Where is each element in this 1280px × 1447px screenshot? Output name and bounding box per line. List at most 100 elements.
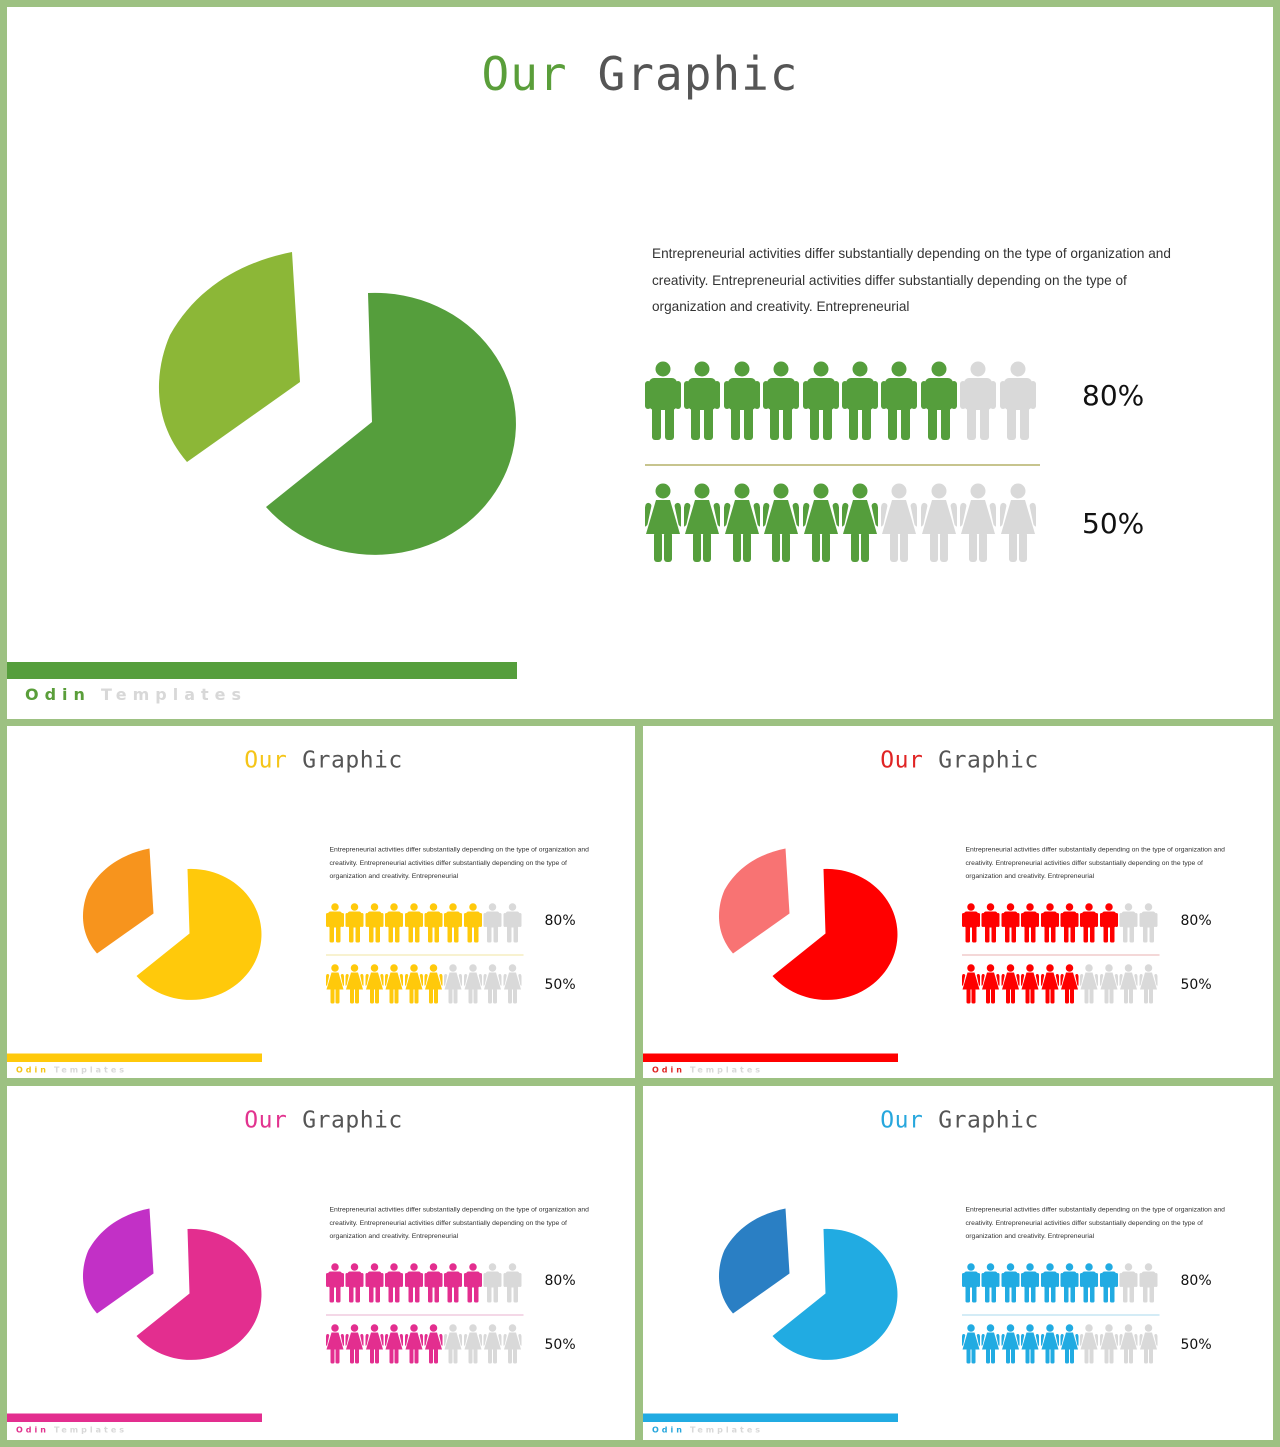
woman-icon-filled <box>422 964 445 1004</box>
pie-chart <box>718 1208 898 1360</box>
man-icon-filled <box>326 903 344 943</box>
brand-primary: Odin <box>25 685 91 704</box>
man-icon-empty <box>999 361 1036 441</box>
woman-icon-filled <box>838 483 882 563</box>
row-divider <box>962 1314 1160 1316</box>
title-rest-word: Graphic <box>302 746 403 773</box>
women-percent-label: 50% <box>544 976 576 993</box>
woman-icon-filled <box>1039 964 1061 1004</box>
description-paragraph: Entrepreneurial activities differ substa… <box>965 845 1225 880</box>
woman-icon-empty <box>501 1324 523 1364</box>
pie-slice-small <box>82 1208 154 1314</box>
man-icon-empty <box>483 1263 502 1303</box>
men-percent-label: 80% <box>544 1272 576 1289</box>
man-icon-filled <box>802 361 839 441</box>
woman-icon-filled <box>344 964 366 1004</box>
woman-icon-empty <box>442 964 464 1004</box>
woman-icon-empty <box>501 964 523 1004</box>
woman-icon-filled <box>799 483 842 563</box>
pie-chart <box>82 848 262 1000</box>
title-rest-word: Graphic <box>597 47 799 101</box>
title-rest-word: Graphic <box>938 746 1039 773</box>
brand-secondary: Templates <box>689 1425 764 1435</box>
man-icon-filled <box>1080 1263 1099 1303</box>
woman-icon-filled <box>422 1324 445 1364</box>
man-icon-filled <box>1060 903 1079 943</box>
woman-icon-filled <box>641 483 685 563</box>
woman-icon-empty <box>917 483 961 563</box>
man-icon-filled <box>842 361 878 441</box>
slide-title: Our Graphic <box>7 746 635 773</box>
footer-accent-bar <box>7 662 517 679</box>
pie-slice-large <box>136 1228 262 1360</box>
woman-icon-filled <box>1039 1324 1061 1364</box>
title-accent-word: Our <box>880 746 924 773</box>
woman-icon-filled <box>960 1324 982 1364</box>
slide-title: Our Graphic <box>643 746 1273 773</box>
man-icon-filled <box>365 903 384 943</box>
woman-icon-empty <box>878 483 921 563</box>
woman-icon-empty <box>996 483 1039 563</box>
woman-icon-empty <box>481 964 504 1004</box>
slide-title: Our Graphic <box>7 1106 635 1133</box>
woman-icon-filled <box>383 964 405 1004</box>
slide-pink: Our Graphic Entrepreneurial activities di… <box>7 1086 635 1440</box>
man-icon-filled <box>962 1263 980 1303</box>
woman-icon-empty <box>1117 1324 1140 1364</box>
brand-logo: Odin Templates <box>16 1425 127 1435</box>
man-icon-empty <box>1139 1263 1158 1303</box>
woman-icon-filled <box>1058 1324 1081 1364</box>
woman-icon-filled <box>1019 964 1041 1004</box>
description-paragraph: Entrepreneurial activities differ substa… <box>652 246 1171 314</box>
title-rest-word: Graphic <box>938 1106 1039 1133</box>
man-icon-filled <box>763 361 800 441</box>
description-paragraph: Entrepreneurial activities differ substa… <box>329 1205 589 1240</box>
man-icon-empty <box>1139 903 1158 943</box>
woman-icon-filled <box>383 1324 405 1364</box>
man-icon-filled <box>424 1263 443 1303</box>
brand-secondary: Templates <box>100 685 248 704</box>
footer-accent-bar <box>643 1053 898 1062</box>
woman-icon-filled <box>999 1324 1022 1364</box>
woman-icon-filled <box>1058 964 1081 1004</box>
footer-accent-bar <box>7 1413 262 1422</box>
pie-slice-large <box>266 292 516 555</box>
man-icon-filled <box>1060 1263 1079 1303</box>
women-percent-label: 50% <box>1082 507 1145 540</box>
woman-icon-filled <box>960 964 982 1004</box>
man-icon-filled <box>1021 903 1040 943</box>
brand-secondary: Templates <box>53 1425 128 1435</box>
woman-icon-filled <box>403 1324 425 1364</box>
pie-slice-small <box>158 252 300 462</box>
woman-icon-filled <box>999 964 1022 1004</box>
woman-icon-filled <box>1019 1324 1041 1364</box>
men-percent-label: 80% <box>1180 1272 1212 1289</box>
brand-logo: Odin Templates <box>16 1065 127 1075</box>
man-icon-empty <box>503 1263 522 1303</box>
woman-icon-filled <box>344 1324 366 1364</box>
man-icon-empty <box>1119 1263 1138 1303</box>
woman-icon-empty <box>1098 1324 1120 1364</box>
man-icon-filled <box>1040 1263 1059 1303</box>
woman-icon-filled <box>324 964 346 1004</box>
title-accent-word: Our <box>880 1106 924 1133</box>
man-icon-filled <box>1001 1263 1020 1303</box>
man-icon-filled <box>326 1263 344 1303</box>
woman-icon-empty <box>1078 1324 1100 1364</box>
brand-logo: Odin Templates <box>652 1065 763 1075</box>
woman-icon-empty <box>462 1324 484 1364</box>
man-icon-filled <box>385 903 404 943</box>
man-icon-filled <box>723 361 760 441</box>
slide-title: Our Graphic <box>643 1106 1273 1133</box>
brand-secondary: Templates <box>689 1065 764 1075</box>
footer-accent-bar <box>643 1413 898 1422</box>
woman-icon-empty <box>1078 964 1100 1004</box>
man-icon-filled <box>1001 903 1020 943</box>
man-icon-filled <box>1021 1263 1040 1303</box>
man-icon-filled <box>1099 1263 1118 1303</box>
woman-icon-empty <box>1117 964 1140 1004</box>
brand-logo: Odin Templates <box>652 1425 763 1435</box>
woman-icon-filled <box>759 483 803 563</box>
brand-primary: Odin <box>16 1425 49 1435</box>
man-icon-filled <box>1099 903 1118 943</box>
